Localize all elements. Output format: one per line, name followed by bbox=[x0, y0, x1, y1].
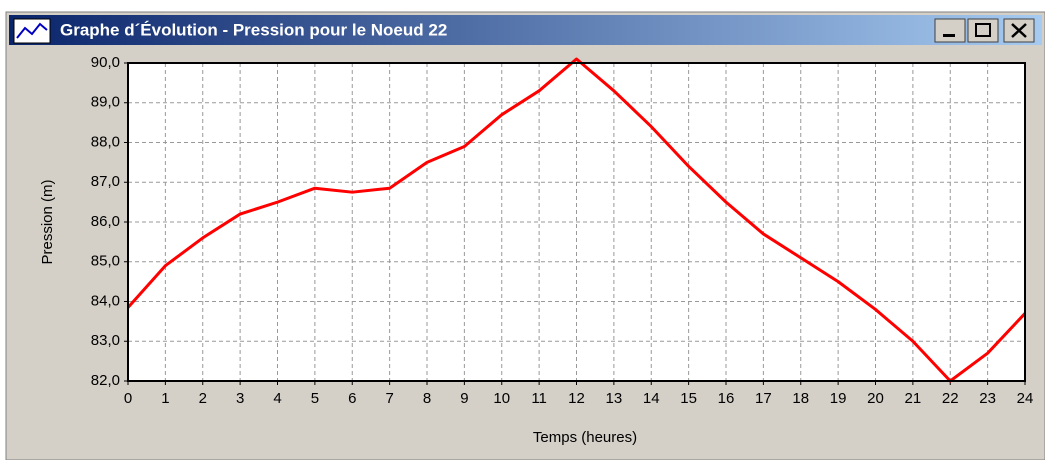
maximize-button[interactable] bbox=[967, 18, 999, 43]
x-tick-label: 18 bbox=[792, 390, 809, 407]
y-tick-label: 84,0 bbox=[91, 292, 120, 309]
y-tick-label: 90,0 bbox=[91, 54, 120, 71]
y-tick-label: 82,0 bbox=[91, 372, 120, 389]
x-tick-label: 6 bbox=[348, 390, 356, 407]
x-tick-label: 8 bbox=[423, 390, 431, 407]
x-tick-label: 1 bbox=[161, 390, 169, 407]
plot-border bbox=[127, 62, 1026, 382]
y-tick-label: 86,0 bbox=[91, 213, 120, 230]
x-tick-label: 23 bbox=[979, 390, 996, 407]
x-tick-label: 2 bbox=[199, 390, 207, 407]
x-tick-label: 15 bbox=[680, 390, 697, 407]
x-tick-label: 0 bbox=[124, 390, 132, 407]
x-tick-label: 13 bbox=[606, 390, 623, 407]
x-tick-label: 5 bbox=[311, 390, 319, 407]
x-axis-label: Temps (heures) bbox=[533, 429, 637, 446]
x-tick-label: 24 bbox=[1017, 390, 1034, 407]
x-tick-label: 14 bbox=[643, 390, 660, 407]
x-tick-label: 22 bbox=[942, 390, 959, 407]
y-tick-label: 87,0 bbox=[91, 173, 120, 190]
title-bar bbox=[9, 15, 1042, 45]
y-tick-label: 83,0 bbox=[91, 332, 120, 349]
x-tick-label: 7 bbox=[385, 390, 393, 407]
x-tick-label: 9 bbox=[460, 390, 468, 407]
data-line bbox=[126, 57, 1027, 383]
x-tick-label: 3 bbox=[236, 390, 244, 407]
minimize-button[interactable] bbox=[934, 18, 966, 43]
close-button[interactable] bbox=[1003, 18, 1035, 43]
y-tick-label: 89,0 bbox=[91, 94, 120, 111]
x-tick-label: 4 bbox=[273, 390, 281, 407]
x-tick-label: 11 bbox=[531, 390, 547, 407]
window-icon bbox=[13, 18, 51, 44]
x-tick-label: 19 bbox=[830, 390, 847, 407]
x-tick-label: 20 bbox=[867, 390, 884, 407]
y-tick-label: 88,0 bbox=[91, 133, 120, 150]
x-tick-label: 16 bbox=[718, 390, 735, 407]
x-tick-label: 12 bbox=[568, 390, 585, 407]
y-axis-label: Pression (m) bbox=[39, 179, 56, 264]
x-tick-label: 10 bbox=[493, 390, 510, 407]
x-tick-label: 21 bbox=[905, 390, 922, 407]
window-title: Graphe d´Évolution - Pression pour le No… bbox=[60, 20, 447, 39]
y-tick-label: 85,0 bbox=[91, 253, 120, 270]
x-tick-label: 17 bbox=[755, 390, 772, 407]
